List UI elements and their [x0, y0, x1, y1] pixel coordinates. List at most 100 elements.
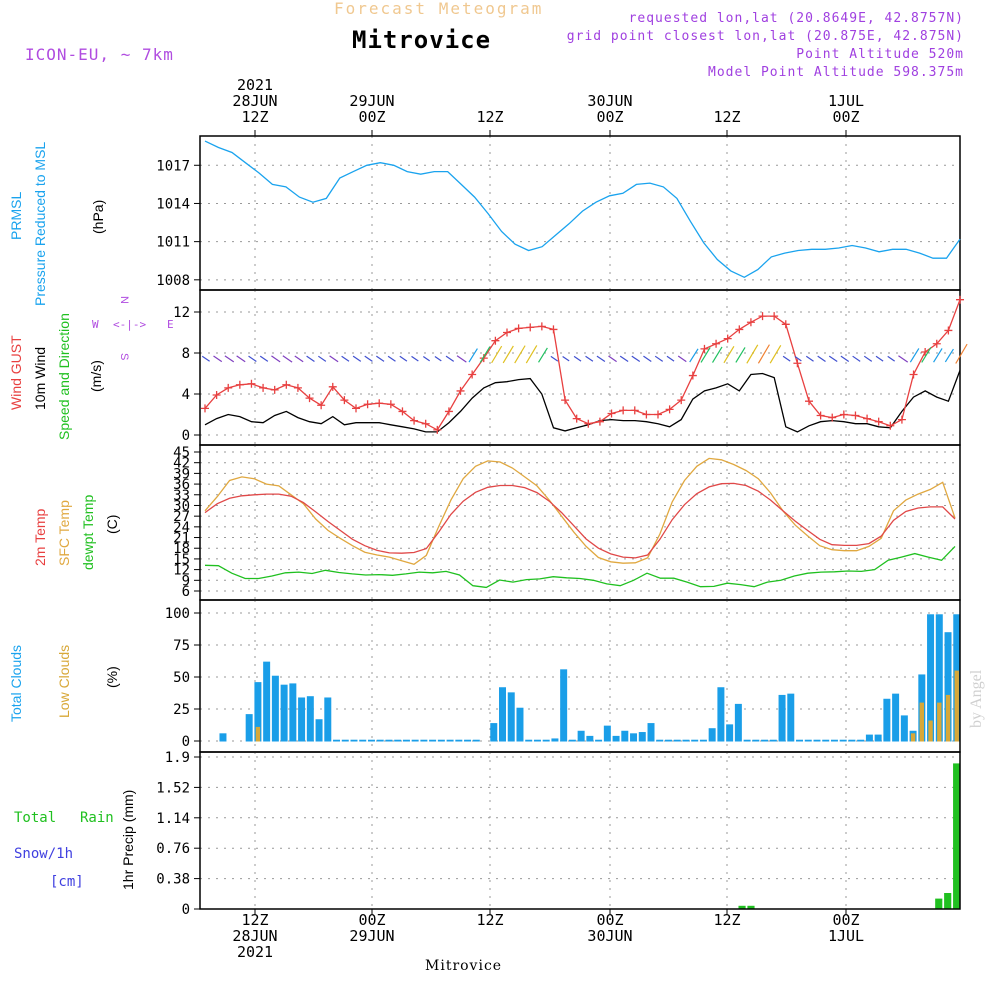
- gust-marker: [235, 380, 244, 389]
- low-cloud-bar: [954, 670, 959, 742]
- precip-tick-label: 0: [182, 902, 190, 918]
- precip-tick-label: 1.9: [165, 750, 190, 766]
- footer-location: Mitrovice: [425, 958, 503, 974]
- clouds-tick-label: 75: [173, 638, 190, 654]
- temp-tick-label: 12: [173, 563, 190, 579]
- wind-direction-arrow: [434, 355, 442, 362]
- total-cloud-bar: [394, 739, 402, 742]
- wind-direction-arrow: [677, 355, 687, 363]
- wind-direction-arrow: [538, 347, 548, 363]
- temp-tick-label: 24: [173, 520, 190, 536]
- wind-direction-arrow: [387, 355, 396, 362]
- top-axis-label: 00Z: [596, 108, 624, 126]
- wind-direction-arrow: [573, 355, 582, 362]
- watermark: by Angel: [968, 669, 985, 728]
- gust-marker: [712, 339, 721, 348]
- gust-marker: [328, 382, 337, 391]
- total-cloud-bar: [822, 739, 830, 742]
- total-cloud-bar: [376, 739, 384, 742]
- total-cloud-bar: [315, 719, 323, 742]
- gust-marker: [224, 383, 233, 392]
- total-cloud-bar: [638, 732, 646, 742]
- wind-direction-arrow: [224, 355, 235, 363]
- gust-marker: [828, 413, 837, 422]
- gust-marker: [584, 419, 593, 428]
- precip-tick-label: 1.14: [156, 811, 190, 827]
- precip-tick-label: 1.52: [156, 780, 190, 796]
- wind-direction-arrow: [341, 355, 350, 362]
- total-cloud-bar: [708, 728, 716, 742]
- top-axis-label: 2021: [236, 76, 274, 94]
- gust-marker: [677, 396, 686, 405]
- gust-marker: [201, 404, 209, 413]
- temp-tick-label: 33: [173, 488, 190, 504]
- temp-tick-label: 9: [182, 573, 190, 589]
- compass-west: W: [92, 318, 99, 331]
- forecast-meteogram-title: Forecast Meteogram: [334, 0, 544, 18]
- compass-north: N: [118, 296, 130, 304]
- temp-tick-label: 39: [173, 466, 190, 482]
- total-cloud-bar: [927, 614, 935, 742]
- wind-direction-arrow: [887, 355, 895, 362]
- wind-direction-arrow: [411, 355, 419, 362]
- wind-direction-arrow: [236, 355, 246, 363]
- top-axis-label: 28JUN: [232, 92, 278, 110]
- wind-direction-arrow: [631, 355, 641, 363]
- total-cloud-bar: [935, 614, 943, 742]
- gust-marker: [340, 396, 349, 405]
- gust-marker: [526, 323, 535, 332]
- wind-direction-arrow: [550, 355, 559, 362]
- wind-direction-arrow: [852, 355, 861, 362]
- total-cloud-bar: [516, 707, 524, 742]
- snow-label: Snow/1h: [14, 846, 74, 862]
- wind-direction-arrow: [306, 355, 315, 362]
- clouds-tick-label: 25: [173, 702, 190, 718]
- total-cloud-bar: [944, 632, 952, 742]
- rain-bar: [944, 893, 952, 909]
- precip-label: 1hr Precip (mm): [120, 789, 136, 890]
- total-cloud-bar: [892, 693, 900, 742]
- gust-marker: [781, 320, 790, 329]
- wind-direction-arrow: [944, 348, 954, 363]
- wind-direction-arrow: [723, 345, 735, 364]
- rain-bar: [747, 905, 755, 909]
- wind-direction-arrow: [352, 355, 362, 362]
- total-cloud-bar: [507, 692, 515, 742]
- rain-bar: [935, 898, 943, 909]
- total-cloud-bar: [874, 734, 882, 742]
- gust-marker: [561, 396, 570, 405]
- temp-tick-label: 30: [173, 498, 190, 514]
- wind-direction-arrow: [746, 344, 759, 364]
- gust-marker: [746, 318, 755, 327]
- wind-speed-direction-label: Speed and Direction: [56, 313, 72, 440]
- total-cloud-bar: [551, 738, 559, 742]
- total-cloud-bar: [577, 730, 585, 742]
- total-cloud-bar: [664, 739, 672, 742]
- precip-tick-label: 0.76: [156, 841, 190, 857]
- wind-direction-arrow: [248, 355, 257, 362]
- top-axis-label: 12Z: [713, 108, 741, 126]
- total-cloud-bar: [350, 739, 358, 742]
- bottom-axis-label: 12Z: [476, 911, 504, 929]
- wind-direction-arrow: [711, 346, 723, 363]
- clouds-unit: (%): [104, 666, 120, 688]
- model-name: ICON-EU, ~ 7km: [25, 45, 174, 64]
- total-cloud-bar: [359, 739, 367, 742]
- total-cloud-bar: [525, 739, 533, 742]
- low-cloud-bar: [945, 694, 951, 742]
- wind-direction-arrow: [491, 345, 503, 364]
- total-cloud-bar: [429, 739, 437, 742]
- wind-direction-arrow: [468, 348, 478, 363]
- gust-marker: [956, 295, 964, 304]
- grid-point-coordinates: grid point closest lon,lat (20.875E, 42.…: [566, 29, 964, 44]
- gust-marker: [468, 370, 477, 379]
- total-cloud-bar: [472, 739, 480, 742]
- total-cloud-bar: [752, 739, 760, 742]
- total-cloud-bar: [560, 669, 568, 742]
- gust-marker: [723, 334, 732, 343]
- total-cloud-bar: [647, 723, 655, 742]
- total-cloud-bar: [402, 739, 410, 742]
- total-cloud-bar: [673, 739, 681, 742]
- wind-direction-arrow: [399, 355, 408, 362]
- total-cloud-bar: [761, 739, 769, 742]
